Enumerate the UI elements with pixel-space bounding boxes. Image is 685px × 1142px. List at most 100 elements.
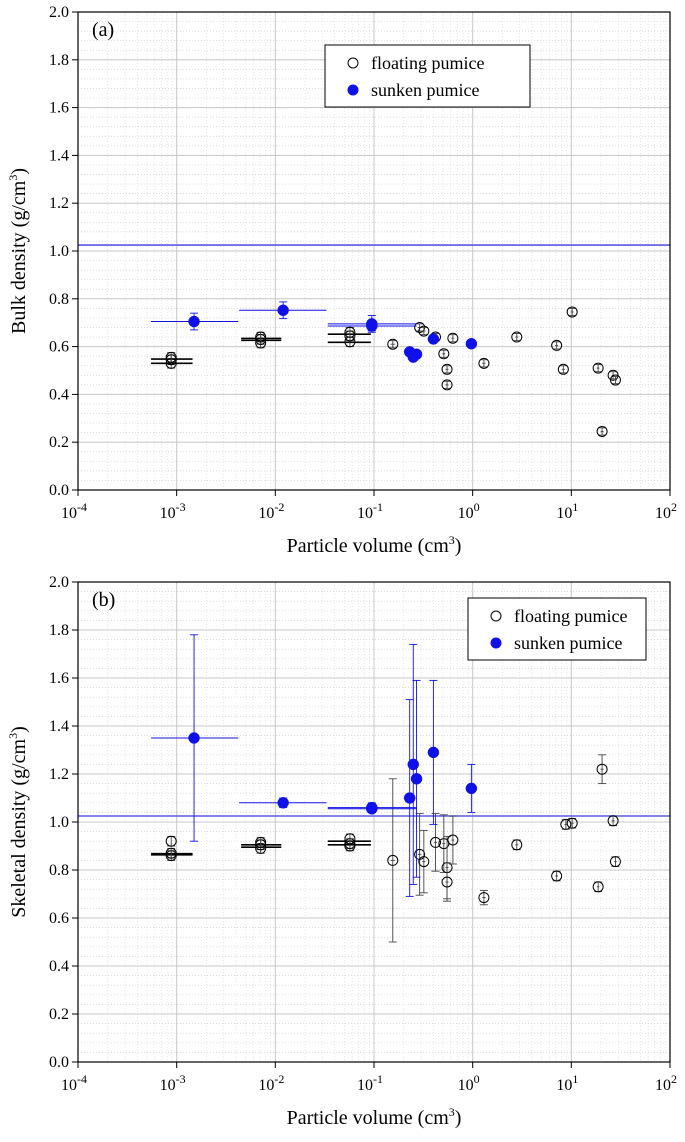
data-point [441,379,453,391]
data-point [165,847,177,859]
marker-open-circle [165,847,177,859]
chart-panel-b: 0.00.20.40.60.81.01.21.41.61.82.010-4 10-… [6,574,677,1129]
y-tick-label: 1.0 [49,243,69,260]
x-tick-exponent: -3 [176,500,186,514]
y-axis-title-sup: 3 [6,733,20,739]
y-tick-label: 0.4 [49,386,69,403]
x-axis-title: Particle volume (cm3) [287,1105,462,1129]
x-tick-label: 10-3 [160,500,186,522]
marker-open-circle [255,331,267,343]
legend: floating pumice sunken pumice [324,44,531,108]
marker-filled-circle [465,782,478,795]
marker-filled-circle [277,797,289,809]
data-point [165,835,177,847]
data-point [607,815,619,827]
panel-label: (b) [92,589,115,611]
legend-marker-open-circle [490,610,502,622]
legend-box [324,44,531,108]
y-tick-label: 0.6 [49,910,69,927]
y-tick-label: 0.4 [49,958,69,975]
marker-filled-circle [366,803,378,815]
series-floating-pumice [151,306,621,437]
x-tick-exponent: -4 [77,500,87,514]
marker-open-circle [344,326,356,338]
data-point [151,634,239,842]
x-tick-label: 10-1 [357,1072,383,1094]
legend-label: floating pumice [371,53,484,73]
data-point [596,425,608,437]
y-tick-label: 0.0 [49,1054,69,1071]
marker-open-circle [255,836,267,848]
x-tick-label: 102 [655,1072,677,1094]
chart-panel-a: 0.00.20.40.60.81.01.21.41.61.82.010-4 10-… [6,4,677,557]
legend: floating pumice sunken pumice [467,597,647,661]
data-point [418,829,430,894]
x-axis-title: Particle volume (cm3) [287,533,462,557]
marker-filled-circle [465,337,478,350]
data-point [427,333,440,345]
marker-filled-circle [407,758,420,771]
data-point [592,362,604,374]
data-point [239,797,327,809]
data-point [447,332,459,344]
y-tick-label: 1.8 [49,622,69,639]
data-point [609,856,621,868]
data-point [465,337,478,350]
marker-open-circle [592,362,604,374]
panel-label: (a) [92,19,114,41]
marker-open-circle [596,763,608,775]
marker-open-circle [418,856,430,868]
marker-open-circle [447,834,459,846]
data-point [551,339,563,351]
marker-filled-circle [188,732,200,744]
y-tick-label: 0.6 [49,339,69,356]
data-point [165,351,177,363]
data-point [427,679,440,825]
x-tick-label: 10-4 [61,1072,87,1094]
marker-open-circle [607,815,619,827]
x-tick-label: 10-1 [357,500,383,522]
marker-open-circle [557,363,569,375]
x-tick-exponent: -3 [176,1072,186,1086]
x-axis-title-close: ) [455,535,462,557]
data-point [407,643,420,885]
series-floating-pumice [151,754,621,943]
y-tick-label: 1.2 [49,766,69,783]
data-point [344,326,356,338]
marker-open-circle [387,338,399,350]
marker-open-circle [478,357,490,369]
marker-open-circle [609,856,621,868]
x-tick-exponent: -1 [373,1072,383,1086]
x-axis-title-close: ) [455,1107,462,1129]
marker-filled-circle [277,304,289,317]
y-axis-title: Bulk density (g/cm3) [6,168,30,334]
y-tick-label: 1.0 [49,814,69,831]
y-tick-label: 1.4 [49,147,69,164]
marker-open-circle [387,854,399,866]
x-tick-exponent: 0 [474,500,480,514]
data-point [441,862,453,902]
marker-filled-circle [366,320,378,332]
data-point [327,320,417,332]
marker-open-circle [441,379,453,391]
data-point [566,306,578,318]
x-tick-label: 10-3 [160,1072,186,1094]
marker-filled-circle [410,348,423,360]
data-point [403,699,416,897]
data-point [447,815,459,865]
marker-open-circle [429,836,441,848]
data-point [592,881,604,893]
data-point [557,363,569,375]
data-point [151,312,239,331]
marker-open-circle [441,876,453,888]
marker-open-circle [165,351,177,363]
legend-label: floating pumice [514,606,627,626]
data-point [255,836,267,848]
data-point [441,363,453,375]
x-tick-exponent: 2 [671,1072,677,1086]
marker-open-circle [438,348,450,360]
x-tick-exponent: 0 [474,1072,480,1086]
data-point [596,754,608,785]
series-sunken-pumice [151,301,478,363]
